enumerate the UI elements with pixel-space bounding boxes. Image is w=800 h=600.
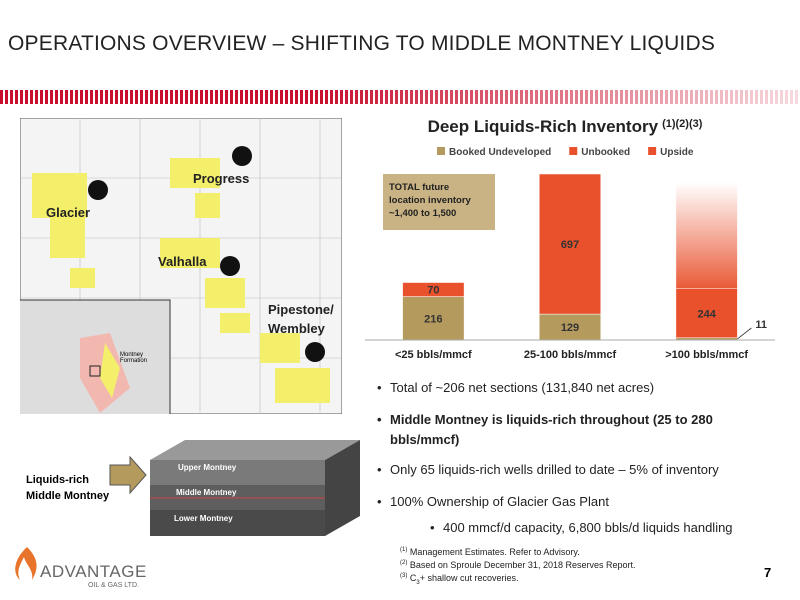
bullet: 400 mmcf/d capacity, 6,800 bbls/d liquid… bbox=[430, 518, 783, 538]
data-label: 70 bbox=[427, 285, 439, 297]
data-label: 11 bbox=[755, 319, 767, 331]
x-tick-label: >100 bbls/mmcf bbox=[665, 349, 748, 361]
chart-title-superscript: (1)(2)(3) bbox=[662, 118, 703, 130]
legend-swatch bbox=[437, 147, 445, 155]
data-label: 216 bbox=[424, 313, 442, 325]
annotation-box bbox=[383, 174, 495, 230]
block-diagram bbox=[150, 440, 360, 536]
bar-segment bbox=[402, 282, 465, 297]
logo-flame bbox=[15, 547, 37, 580]
bullet: Only 65 liquids-rich wells drilled to da… bbox=[377, 460, 775, 480]
chart: Deep Liquids-Rich Inventory (1)(2)(3) Book… bbox=[365, 117, 775, 361]
diagram-label: Middle Montney bbox=[176, 488, 237, 497]
bullet: 100% Ownership of Glacier Gas Plant bbox=[377, 492, 775, 512]
bar-segment bbox=[675, 288, 738, 339]
data-label: 697 bbox=[561, 239, 579, 251]
legend-label: Booked Undeveloped bbox=[449, 147, 551, 158]
legend-label: Unbooked bbox=[581, 147, 630, 158]
map-label: Glacier bbox=[46, 205, 91, 220]
bar-segment bbox=[539, 173, 601, 315]
map-label: Progress bbox=[193, 171, 250, 186]
bullet: Middle Montney is liquids-rich throughou… bbox=[377, 410, 775, 450]
map bbox=[20, 118, 342, 414]
diagram-label: Lower Montney bbox=[174, 514, 233, 523]
data-label: 244 bbox=[697, 308, 716, 320]
annotation: TOTAL future location inventory ~1,400 to … bbox=[389, 182, 472, 219]
data-label: 129 bbox=[561, 322, 579, 334]
decorative-band bbox=[0, 90, 800, 104]
map-label: Valhalla bbox=[158, 254, 207, 269]
footnote: (2) Based on Sproule December 31, 2018 R… bbox=[400, 560, 636, 570]
x-tick-label: <25 bbls/mmcf bbox=[395, 349, 472, 361]
oil-icons bbox=[88, 146, 325, 362]
bar-segment bbox=[539, 313, 601, 341]
chart-title-text: Deep Liquids-Rich Inventory bbox=[428, 117, 659, 136]
bar-segment bbox=[402, 296, 465, 341]
legend-swatch bbox=[648, 147, 657, 155]
chart-title: Deep Liquids-Rich Inventory (1)(2)(3) bbox=[428, 117, 703, 136]
footnote-sub: 3 bbox=[416, 579, 420, 586]
map-label: Pipestone/ Wembley bbox=[268, 302, 334, 336]
bullet: Total of ~206 net sections (131,840 net … bbox=[377, 378, 775, 398]
legend-swatch bbox=[569, 147, 578, 155]
diagram-label: Upper Montney bbox=[178, 463, 237, 472]
footnote-text: Management Estimates. Refer to Advisory. bbox=[409, 547, 580, 557]
legend-label: Upside bbox=[660, 147, 694, 158]
footnote-mark: (1) bbox=[400, 547, 408, 553]
footnote-text: C bbox=[409, 573, 417, 583]
slide-title: OPERATIONS OVERVIEW – SHIFTING TO MIDDLE… bbox=[8, 32, 716, 55]
footnote: (1) Management Estimates. Refer to Advis… bbox=[400, 547, 580, 557]
inset-label: Montney Formation bbox=[120, 352, 148, 364]
logo-tagline: OIL & GAS LTD. bbox=[88, 582, 139, 589]
page-number: 7 bbox=[764, 565, 772, 580]
bar-segment bbox=[675, 181, 738, 290]
footnote-text: Based on Sproule December 31, 2018 Reser… bbox=[409, 560, 636, 570]
leader-line bbox=[737, 327, 752, 340]
logo-name: ADVANTAGE bbox=[40, 562, 147, 581]
footnote: (3) C3+ shallow cut recoveries. bbox=[400, 573, 519, 586]
callout-label: Liquids-rich Middle Montney bbox=[26, 474, 110, 502]
footnote-text: + shallow cut recoveries. bbox=[419, 573, 519, 583]
footnote-mark: (2) bbox=[400, 560, 408, 566]
footnote-mark: (3) bbox=[400, 573, 408, 579]
x-tick-label: 25-100 bbls/mmcf bbox=[524, 349, 617, 361]
callout-arrow bbox=[109, 455, 147, 495]
